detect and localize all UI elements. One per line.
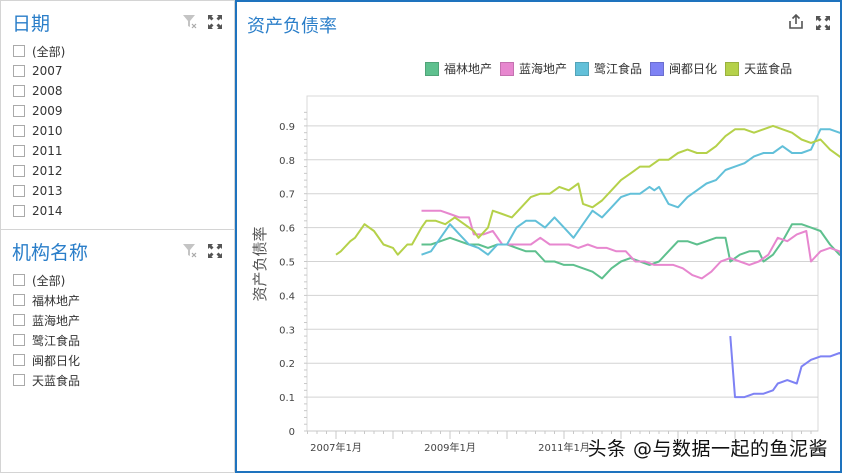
y-tick-label: 0.6 (279, 224, 295, 235)
checkbox[interactable] (13, 185, 25, 197)
date-slicer-item-label: (全部) (32, 44, 66, 59)
series-line[interactable] (421, 223, 841, 292)
date-slicer-item-label: 2008 (32, 84, 63, 98)
date-slicer-item-label: 2012 (32, 164, 63, 178)
org-slicer-item[interactable]: 蓝海地产 (13, 310, 80, 330)
filter-clear-icon[interactable] (182, 13, 198, 33)
date-slicer-item[interactable]: 2008 (13, 81, 65, 101)
org-slicer-item-label: 蓝海地产 (32, 313, 81, 328)
x-tick-label: 2011年1月 (538, 441, 590, 454)
date-slicer: 日期 (全部) 2007 2008 2009 2010 2011 2012 2013 2014 (0, 0, 235, 230)
date-slicer-item-label: 2007 (32, 64, 63, 78)
legend-item[interactable]: 闽都日化 (650, 60, 717, 77)
legend-swatch (500, 61, 515, 76)
org-slicer-item-label: 鹭江食品 (32, 333, 81, 348)
org-slicer-title: 机构名称 (12, 242, 89, 264)
org-slicer-item[interactable]: 闽都日化 (13, 350, 80, 370)
y-tick-label: 0.8 (279, 156, 295, 167)
legend-label: 天蓝食品 (744, 62, 793, 76)
expand-icon[interactable] (208, 243, 222, 262)
checkbox[interactable] (13, 85, 25, 97)
org-slicer-item-label: 天蓝食品 (32, 373, 81, 388)
checkbox[interactable] (13, 354, 25, 366)
checkbox[interactable] (13, 274, 25, 286)
filter-clear-icon[interactable] (182, 242, 198, 262)
date-slicer-item[interactable]: 2010 (13, 121, 65, 141)
date-slicer-item-label: 2011 (32, 144, 63, 158)
date-slicer-item[interactable]: 2009 (13, 101, 65, 121)
org-slicer: 机构名称 (全部) 福林地产蓝海地产鹭江食品闽都日化天蓝食品 (0, 230, 235, 473)
checkbox[interactable] (13, 45, 25, 57)
legend-label: 鹭江食品 (594, 62, 643, 76)
org-slicer-item[interactable]: 鹭江食品 (13, 330, 80, 350)
date-slicer-item[interactable]: 2014 (13, 201, 65, 221)
export-icon[interactable] (788, 13, 804, 34)
chart-title: 资产负债率 (247, 16, 337, 37)
y-tick-label: 0.4 (279, 291, 295, 302)
watermark-text: 头条 @与数据一起的鱼泥酱 (587, 438, 828, 460)
org-slicer-item[interactable]: 福林地产 (13, 290, 80, 310)
x-tick-label: 2009年1月 (424, 441, 476, 454)
date-slicer-list: (全部) 2007 2008 2009 2010 2011 2012 2013 2014 (13, 41, 65, 221)
expand-icon[interactable] (816, 15, 830, 34)
org-slicer-item-label: 福林地产 (32, 293, 81, 308)
checkbox[interactable] (13, 105, 25, 117)
series-line[interactable] (421, 126, 841, 256)
chart-panel: 资产负债率 福林地产 蓝海地产 鹭江食品 闽都日化 天蓝食品 0 0.1 0.2 0.3 0.4… (235, 0, 842, 473)
legend-swatch (575, 61, 590, 76)
date-slicer-item[interactable]: 2013 (13, 181, 65, 201)
legend-item[interactable]: 鹭江食品 (575, 60, 642, 77)
date-slicer-title: 日期 (12, 13, 51, 35)
date-slicer-item[interactable]: 2012 (13, 161, 65, 181)
y-tick-label: 0.2 (279, 359, 295, 370)
checkbox[interactable] (13, 374, 25, 386)
chart-legend: 福林地产 蓝海地产 鹭江食品 闽都日化 天蓝食品 (425, 60, 792, 77)
checkbox[interactable] (13, 145, 25, 157)
y-tick-label: 0.5 (279, 258, 295, 269)
date-slicer-item[interactable]: 2011 (13, 141, 65, 161)
legend-swatch (425, 61, 439, 76)
legend-label: 蓝海地产 (519, 62, 568, 76)
legend-swatch (725, 61, 740, 76)
legend-item[interactable]: 蓝海地产 (500, 60, 567, 77)
org-slicer-item-label: 闽都日化 (32, 353, 81, 368)
org-slicer-list: (全部) 福林地产蓝海地产鹭江食品闽都日化天蓝食品 (13, 270, 80, 390)
series-line[interactable] (729, 289, 840, 399)
y-tick-label: 0.9 (279, 122, 295, 133)
checkbox[interactable] (13, 205, 25, 217)
legend-item[interactable]: 福林地产 (425, 60, 492, 77)
checkbox[interactable] (13, 294, 25, 306)
series-line[interactable] (421, 209, 841, 292)
date-slicer-item-label: 2009 (32, 104, 63, 118)
org-slicer-item[interactable]: 天蓝食品 (13, 370, 80, 390)
checkbox[interactable] (13, 165, 25, 177)
org-slicer-item[interactable]: (全部) (13, 270, 80, 290)
series-line[interactable] (335, 124, 840, 256)
checkbox[interactable] (13, 125, 25, 137)
date-slicer-item[interactable]: (全部) (13, 41, 65, 61)
legend-item[interactable]: 天蓝食品 (725, 60, 792, 77)
legend-label: 福林地产 (444, 62, 493, 76)
org-slicer-item-label: (全部) (32, 273, 66, 288)
legend-label: 闽都日化 (669, 62, 718, 76)
y-tick-label: 0 (289, 427, 295, 438)
line-chart-plot[interactable]: 0 0.1 0.2 0.3 0.4 0.5 0.6 0.7 0.8 0.9 2007年1月 2009年… (237, 2, 840, 471)
checkbox[interactable] (13, 334, 25, 346)
legend-swatch (650, 61, 665, 76)
checkbox[interactable] (13, 65, 25, 77)
y-tick-label: 0.1 (279, 393, 295, 404)
checkbox[interactable] (13, 314, 25, 326)
y-tick-label: 0.7 (279, 190, 295, 201)
expand-icon[interactable] (208, 14, 222, 33)
y-tick-label: 0.3 (279, 325, 295, 336)
x-tick-label: 2007年1月 (310, 441, 362, 454)
date-slicer-item-label: 2013 (32, 184, 63, 198)
date-slicer-item[interactable]: 2007 (13, 61, 65, 81)
date-slicer-item-label: 2014 (32, 204, 63, 218)
date-slicer-item-label: 2010 (32, 124, 63, 138)
y-axis-title: 资产负债率 (251, 226, 269, 301)
